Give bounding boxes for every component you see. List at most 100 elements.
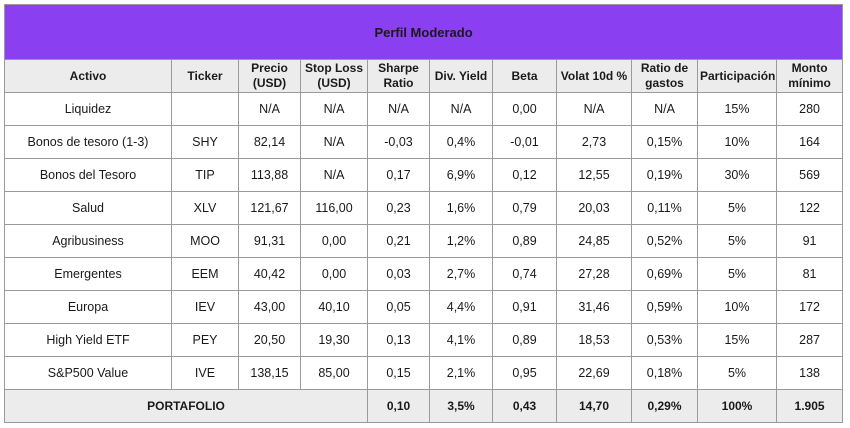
cell-div-yield: 4,4% [429,290,493,324]
cell-beta: 0,89 [492,323,557,357]
cell-stop-loss: 19,30 [300,323,368,357]
cell-volat: 24,85 [556,224,632,258]
cell-stop-loss: 116,00 [300,191,368,225]
cell-monto-minimo: 91 [775,224,844,258]
header-ticker: Ticker [171,59,239,93]
cell-sharpe: 0,17 [367,158,430,192]
cell-sharpe: N/A [367,92,430,126]
cell-ratio-gastos: 0,11% [631,191,698,225]
cell-beta: 0,89 [492,224,557,258]
cell-ticker: IEV [171,290,239,324]
cell-beta: 0,95 [492,356,557,390]
header-ratio-gastos: Ratio de gastos [631,59,698,93]
cell-monto-minimo: 280 [775,92,844,126]
cell-ratio-gastos: 0,52% [631,224,698,258]
cell-volat: 20,03 [556,191,632,225]
table-row: Liquidez N/A N/A N/A N/A 0,00 N/A N/A 15% 280 [4,92,844,126]
cell-monto-minimo: 81 [775,257,844,291]
cell-sharpe: 0,05 [367,290,430,324]
cell-activo: Agribusiness [4,224,172,258]
cell-stop-loss: 85,00 [300,356,368,390]
table-row: Salud XLV 121,67 116,00 0,23 1,6% 0,79 20,03 0,1… [4,191,844,225]
cell-participacion: 15% [697,92,777,126]
header-stop-loss: Stop Loss (USD) [300,59,368,93]
cell-volat: 22,69 [556,356,632,390]
header-row: Activo Ticker Precio (USD) Stop Loss (US… [4,59,844,93]
total-row: PORTAFOLIO 0,10 3,5% 0,43 14,70 0,29% 10… [4,389,844,423]
cell-volat: 2,73 [556,125,632,159]
cell-ticker: PEY [171,323,239,357]
header-beta: Beta [492,59,557,93]
cell-ticker: IVE [171,356,239,390]
cell-volat: 18,53 [556,323,632,357]
total-div-yield: 3,5% [429,389,493,423]
cell-beta: 0,12 [492,158,557,192]
cell-participacion: 5% [697,257,777,291]
header-participacion: Participación [697,59,777,93]
table-row: Europa IEV 43,00 40,10 0,05 4,4% 0,91 31,46 0,59… [4,290,844,324]
cell-div-yield: 2,7% [429,257,493,291]
cell-participacion: 5% [697,224,777,258]
cell-monto-minimo: 138 [775,356,844,390]
cell-ratio-gastos: 0,15% [631,125,698,159]
cell-activo: Liquidez [4,92,172,126]
cell-ratio-gastos: 0,19% [631,158,698,192]
cell-participacion: 5% [697,356,777,390]
table-row: Bonos de tesoro (1-3) SHY 82,14 N/A -0,03 0,4… [4,125,844,159]
cell-stop-loss: 0,00 [300,224,368,258]
cell-monto-minimo: 172 [775,290,844,324]
cell-volat: N/A [556,92,632,126]
table-body: Perfil Moderado Activo Ticker Precio (US… [3,4,844,390]
cell-stop-loss: 0,00 [300,257,368,291]
header-div-yield: Div. Yield [429,59,493,93]
cell-beta: 0,74 [492,257,557,291]
cell-ratio-gastos: 0,69% [631,257,698,291]
cell-ratio-gastos: 0,53% [631,323,698,357]
cell-div-yield: 2,1% [429,356,493,390]
portfolio-table: Perfil Moderado Activo Ticker Precio (US… [3,4,844,423]
cell-ratio-gastos: 0,18% [631,356,698,390]
cell-precio: 40,42 [238,257,301,291]
total-gastos: 0,29% [631,389,698,423]
table-row: High Yield ETF PEY 20,50 19,30 0,13 4,1% 0,89 1… [4,323,844,357]
cell-activo: Bonos del Tesoro [4,158,172,192]
cell-sharpe: 0,03 [367,257,430,291]
cell-sharpe: 0,15 [367,356,430,390]
header-precio: Precio (USD) [238,59,301,93]
cell-precio: 138,15 [238,356,301,390]
cell-ratio-gastos: 0,59% [631,290,698,324]
cell-participacion: 30% [697,158,777,192]
cell-activo: Emergentes [4,257,172,291]
cell-precio: 82,14 [238,125,301,159]
cell-beta: -0,01 [492,125,557,159]
cell-volat: 31,46 [556,290,632,324]
cell-stop-loss: N/A [300,158,368,192]
cell-sharpe: -0,03 [367,125,430,159]
header-monto-minimo: Monto mínimo [775,59,844,93]
total-monto: 1.905 [775,389,844,423]
total-beta: 0,43 [492,389,557,423]
header-activo: Activo [4,59,172,93]
cell-beta: 0,91 [492,290,557,324]
cell-monto-minimo: 569 [775,158,844,192]
cell-volat: 27,28 [556,257,632,291]
header-volat: Volat 10d % [556,59,632,93]
cell-monto-minimo: 122 [775,191,844,225]
cell-ticker [171,92,239,126]
cell-ratio-gastos: N/A [631,92,698,126]
cell-monto-minimo: 287 [775,323,844,357]
cell-sharpe: 0,21 [367,224,430,258]
header-sharpe: Sharpe Ratio [367,59,430,93]
cell-div-yield: 1,6% [429,191,493,225]
cell-ticker: XLV [171,191,239,225]
cell-participacion: 10% [697,125,777,159]
cell-div-yield: 0,4% [429,125,493,159]
cell-activo: S&P500 Value [4,356,172,390]
cell-precio: 121,67 [238,191,301,225]
cell-precio: 91,31 [238,224,301,258]
cell-div-yield: N/A [429,92,493,126]
cell-ticker: MOO [171,224,239,258]
cell-ticker: SHY [171,125,239,159]
cell-activo: Europa [4,290,172,324]
cell-precio: 113,88 [238,158,301,192]
